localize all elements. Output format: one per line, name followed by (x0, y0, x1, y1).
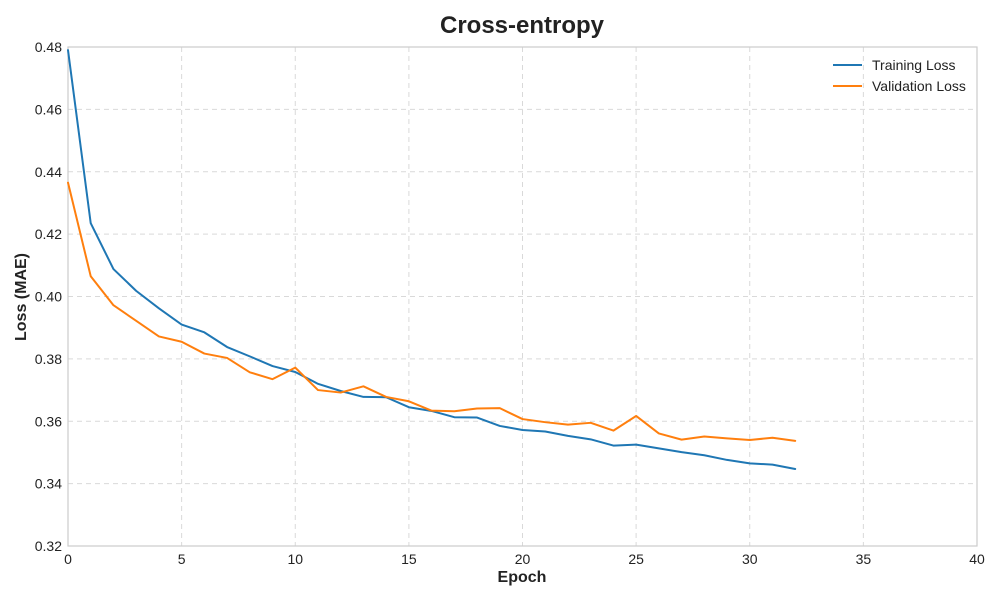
y-tick-label: 0.32 (35, 538, 62, 554)
x-tick-label: 25 (628, 551, 644, 567)
y-tick-label: 0.44 (35, 164, 62, 180)
x-axis-label: Epoch (498, 569, 547, 586)
x-tick-label: 10 (287, 551, 303, 567)
legend-label-validation-loss: Validation Loss (872, 78, 966, 94)
x-tick-label: 20 (515, 551, 531, 567)
y-axis-ticks: 0.32 0.34 0.36 0.38 0.40 0.42 0.44 0.46 0.48 (35, 39, 62, 554)
grid (67, 46, 978, 547)
x-tick-label: 40 (969, 551, 985, 567)
y-tick-label: 0.34 (35, 476, 62, 492)
chart-title: Cross-entropy (440, 12, 605, 39)
legend: Training Loss Validation Loss (833, 57, 966, 94)
series-line-validation-loss (67, 181, 797, 442)
y-axis-label: Loss (MAE) (13, 253, 30, 341)
x-tick-label: 0 (64, 551, 72, 567)
plot-frame (67, 46, 978, 547)
series-layer (67, 49, 797, 470)
x-axis-ticks: 0 5 10 15 20 25 30 35 40 (64, 551, 985, 567)
y-tick-label: 0.48 (35, 39, 62, 55)
y-tick-label: 0.36 (35, 413, 62, 429)
x-tick-label: 35 (856, 551, 872, 567)
x-tick-label: 15 (401, 551, 417, 567)
y-tick-label: 0.40 (35, 289, 62, 305)
series-line-training-loss (67, 49, 797, 470)
x-tick-label: 30 (742, 551, 758, 567)
legend-label-training-loss: Training Loss (872, 57, 956, 73)
y-tick-label: 0.42 (35, 226, 62, 242)
y-tick-label: 0.38 (35, 351, 62, 367)
y-tick-label: 0.46 (35, 101, 62, 117)
x-tick-label: 5 (178, 551, 186, 567)
